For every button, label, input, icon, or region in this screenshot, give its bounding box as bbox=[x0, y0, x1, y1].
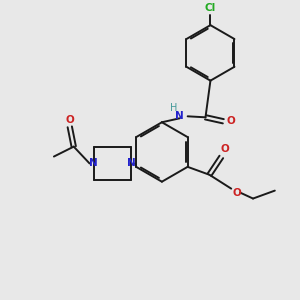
Text: O: O bbox=[233, 188, 242, 198]
Text: O: O bbox=[227, 116, 236, 126]
Text: O: O bbox=[221, 144, 230, 154]
Text: N: N bbox=[89, 158, 98, 169]
Text: O: O bbox=[65, 115, 74, 125]
Text: N: N bbox=[127, 158, 136, 169]
Text: Cl: Cl bbox=[205, 3, 216, 13]
Text: N: N bbox=[175, 111, 184, 121]
Text: H: H bbox=[170, 103, 178, 113]
